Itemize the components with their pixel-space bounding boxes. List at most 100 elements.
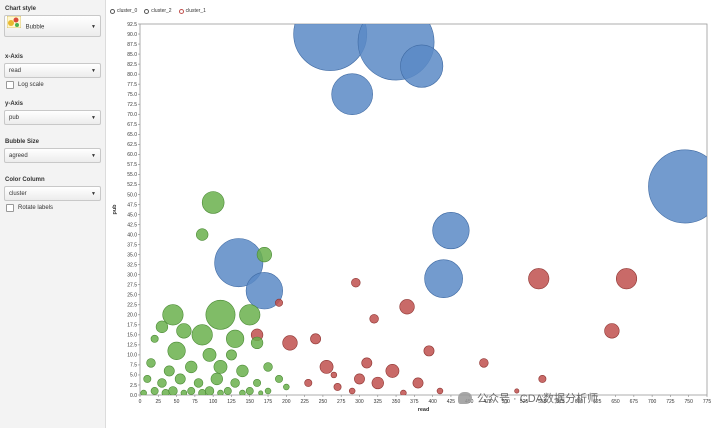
bubble-cluster-2 [400,389,407,395]
y-tick-label: 75.0 [127,92,137,98]
y-tick-label: 67.5 [127,122,137,128]
bubble-cluster-2 [538,374,547,383]
log-scale-option[interactable]: Log scale [6,81,101,89]
x-tick-label: 750 [685,399,694,405]
bubble-cluster-2 [528,268,550,290]
bubble-cluster-1 [157,378,167,388]
y-tick-label: 77.5 [127,82,137,88]
x-tick-label: 250 [319,399,328,405]
bubble-cluster-1 [239,304,261,326]
y-tick-label: 85.0 [127,52,137,58]
bubble-cluster-1 [168,386,178,395]
x-tick-label: 500 [502,399,511,405]
x-tick-label: 475 [483,399,492,405]
y-tick-label: 17.5 [127,323,137,329]
x-tick-label: 725 [666,399,675,405]
bubble-cluster-1 [223,387,232,395]
x-axis-select[interactable]: read ▼ [4,63,101,78]
bubble-cluster-1 [230,378,240,388]
color-column-label: Color Column [5,177,45,183]
x-tick-label: 675 [630,399,639,405]
x-tick-label: 100 [209,399,218,405]
bubble-cluster-2 [604,323,620,339]
bubble-cluster-2 [354,373,365,385]
x-tick-label: 525 [520,399,529,405]
control-sidebar: Chart style Bubble ▼ x-Axis read ▼ Log s… [0,0,106,428]
bubble-cluster-1 [150,387,159,395]
x-tick-label: 375 [410,399,419,405]
color-column-select[interactable]: cluster ▼ [4,186,101,201]
x-tick-label: 425 [447,399,456,405]
log-scale-label: Log scale [18,82,44,88]
bubble-cluster-1 [256,247,272,263]
legend-item-cluster-0[interactable]: cluster_0 [110,8,137,14]
bubble-cluster-1 [187,387,196,395]
bubble-cluster-0 [648,149,707,224]
bubble-size-value: agreed [9,153,28,159]
bubble-cluster-1 [163,365,175,377]
y-tick-label: 72.5 [127,102,137,108]
x-tick-label: 150 [246,399,255,405]
bubble-cluster-1 [180,389,188,395]
y-tick-label: 15.0 [127,333,137,339]
bubble-cluster-1 [196,228,209,241]
x-tick-label: 300 [355,399,364,405]
x-tick-label: 225 [300,399,309,405]
bubble-chart-icon [6,15,22,38]
chevron-down-icon: ▼ [91,153,96,159]
chevron-down-icon: ▼ [91,191,96,197]
y-tick-label: 70.0 [127,112,137,118]
x-tick-label: 275 [337,399,346,405]
log-scale-checkbox[interactable] [6,81,14,89]
bubble-cluster-1 [239,389,246,395]
legend-item-cluster-2[interactable]: cluster_2 [144,8,172,14]
y-tick-label: 52.5 [127,182,137,188]
y-tick-label: 37.5 [127,242,137,248]
x-tick-label: 50 [174,399,180,405]
bubble-cluster-0 [432,211,470,250]
bubble-cluster-1 [140,389,147,395]
y-tick-label: 92.5 [127,22,137,28]
y-tick-label: 57.5 [127,162,137,168]
bubble-cluster-1 [210,372,223,386]
legend-label: cluster_0 [117,8,138,14]
y-axis-select[interactable]: pub ▼ [4,110,101,125]
chevron-down-icon: ▼ [91,24,96,30]
bubble-cluster-1 [162,304,184,326]
bubble-cluster-1 [201,191,225,214]
bubble-size-select[interactable]: agreed ▼ [4,148,101,163]
bubble-cluster-2 [371,376,384,390]
bubble-cluster-1 [198,389,207,395]
y-tick-label: 10.0 [127,353,137,359]
rotate-labels-label: Rotate labels [18,205,54,211]
bubble-cluster-1 [258,390,264,395]
bubble-cluster-2 [275,298,283,307]
color-column-value: cluster [9,191,27,197]
bubble-cluster-0 [331,73,373,115]
y-tick-label: 80.0 [127,72,137,78]
y-tick-label: 27.5 [127,283,137,289]
legend-dot-icon [144,8,150,14]
legend-item-cluster-1[interactable]: cluster_1 [178,8,206,14]
bubble-cluster-1 [245,387,254,395]
bubble-size-label: Bubble Size [5,139,40,145]
bubble-cluster-1 [205,299,236,330]
x-tick-label: 0 [139,399,142,405]
bubble-cluster-1 [146,358,156,368]
x-tick-label: 700 [648,399,657,405]
y-tick-label: 12.5 [127,343,137,349]
rotate-labels-option[interactable]: Rotate labels [6,204,101,212]
x-tick-label: 775 [703,399,712,405]
legend-dot-icon [110,8,115,14]
bubble-cluster-1 [236,364,249,378]
chart-style-select[interactable]: Bubble ▼ [4,15,101,37]
y-tick-label: 7.5 [130,363,137,369]
y-tick-label: 2.5 [130,383,137,389]
bubble-cluster-2 [423,345,435,357]
y-tick-label: 55.0 [127,172,137,178]
bubble-cluster-1 [217,389,224,395]
x-axis-value: read [9,68,22,74]
bubble-cluster-1 [191,324,213,346]
rotate-labels-checkbox[interactable] [6,204,14,212]
chevron-down-icon: ▼ [91,115,96,121]
